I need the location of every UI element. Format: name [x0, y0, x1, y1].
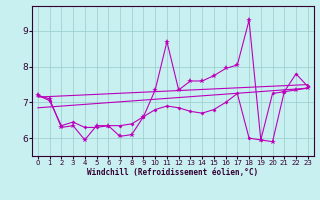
X-axis label: Windchill (Refroidissement éolien,°C): Windchill (Refroidissement éolien,°C): [87, 168, 258, 177]
